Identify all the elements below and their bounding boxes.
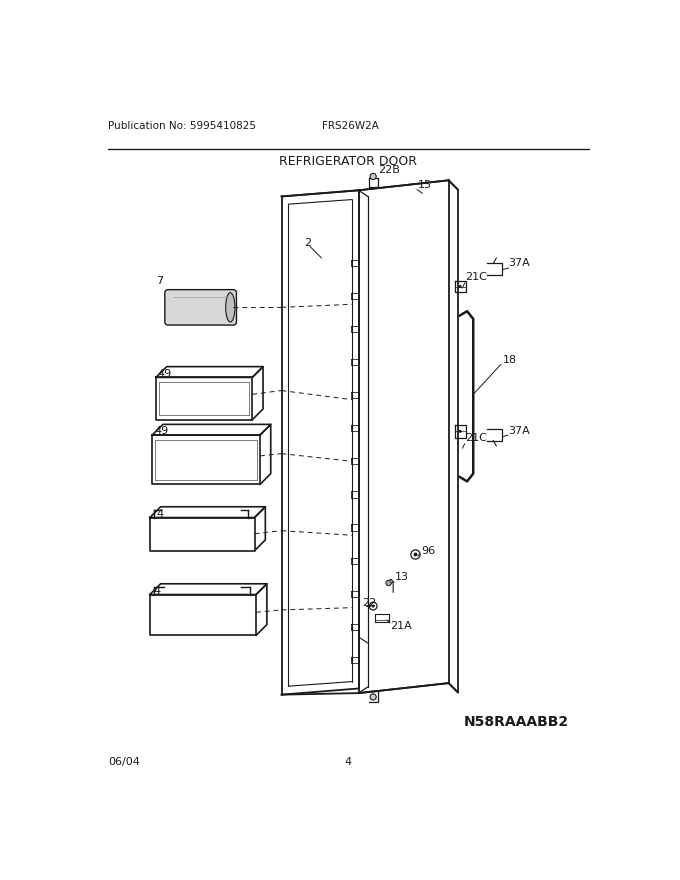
Text: 4: 4 [156,509,163,518]
Text: FRS26W2A: FRS26W2A [322,121,379,131]
Text: 4: 4 [154,586,160,596]
Text: 22: 22 [362,598,377,608]
Text: 37A: 37A [509,426,530,436]
Text: 49: 49 [154,426,169,436]
Circle shape [458,429,462,433]
Text: 21A: 21A [390,621,412,631]
Circle shape [458,285,462,288]
Text: 7: 7 [156,276,163,286]
Text: 21C: 21C [466,433,488,444]
Text: 18: 18 [503,355,517,364]
Text: N58RAAABB2: N58RAAABB2 [464,715,569,729]
Circle shape [386,580,391,586]
Text: 15: 15 [418,180,432,190]
Text: 22B: 22B [378,165,400,174]
Text: 4: 4 [345,757,352,766]
Text: 06/04: 06/04 [108,757,140,766]
Text: 13: 13 [394,572,409,582]
Text: 37A: 37A [509,259,530,268]
Circle shape [370,693,376,700]
Text: Publication No: 5995410825: Publication No: 5995410825 [108,121,256,131]
Ellipse shape [226,293,235,322]
Text: 2: 2 [305,238,311,247]
Text: 21C: 21C [466,272,488,282]
FancyBboxPatch shape [165,290,237,325]
Text: 96: 96 [422,546,436,555]
Circle shape [413,553,418,556]
Circle shape [371,605,375,607]
Text: 49: 49 [158,369,172,378]
Circle shape [370,173,376,180]
Text: REFRIGERATOR DOOR: REFRIGERATOR DOOR [279,155,418,167]
